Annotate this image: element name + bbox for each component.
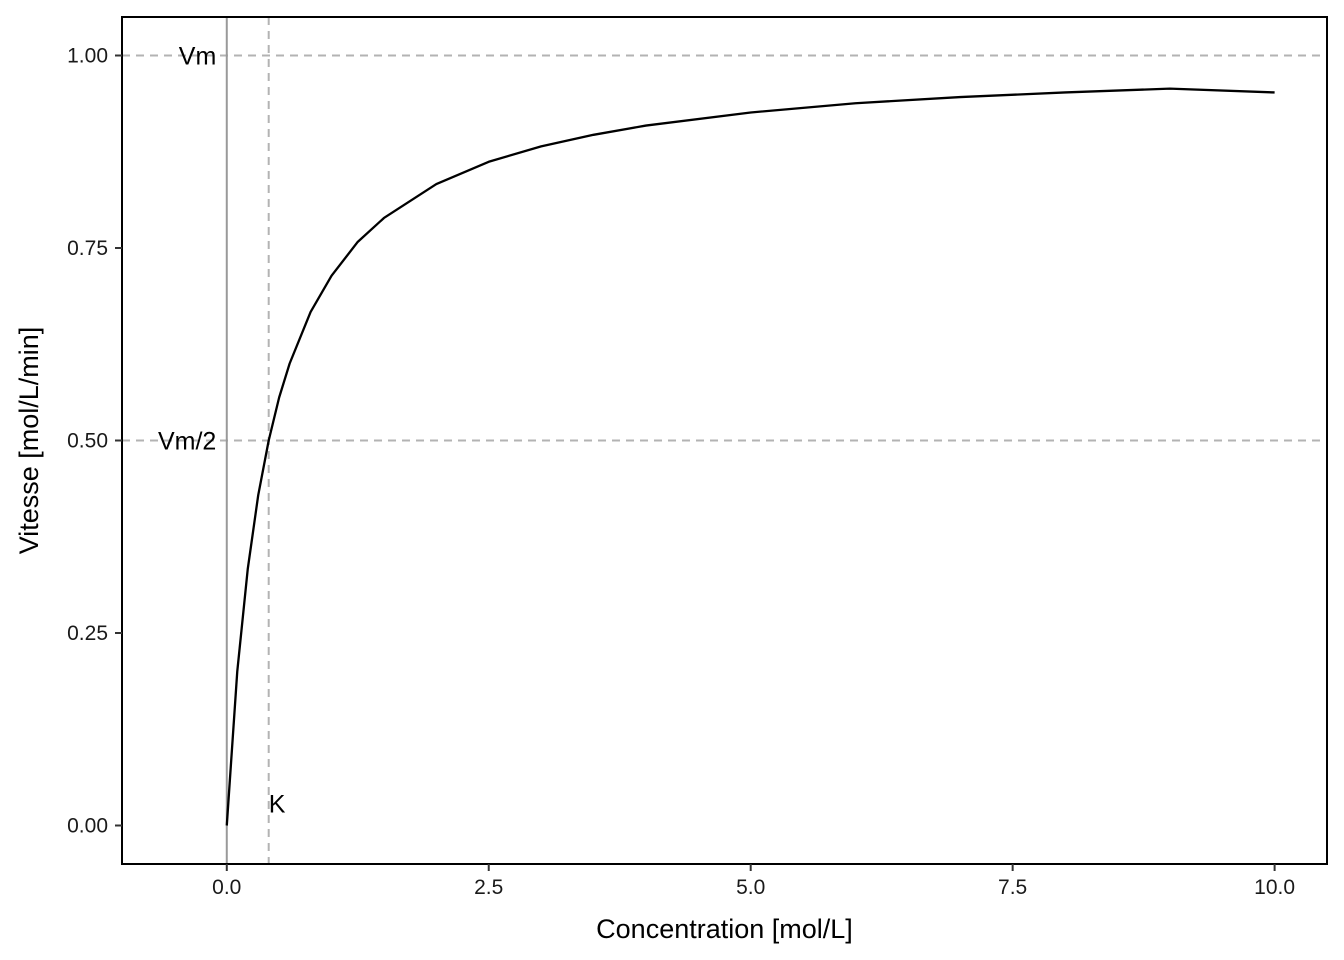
reference-label-2: K: [269, 791, 286, 819]
y-tick-label: 0.50: [67, 430, 108, 453]
reference-label-0: Vm: [179, 43, 217, 71]
series-line-0: [225, 87, 1275, 826]
y-tick-label: 0.75: [67, 237, 108, 260]
x-tick-label: 7.5: [998, 876, 1027, 899]
x-axis-title: Concentration [mol/L]: [596, 914, 853, 944]
series-layer: [225, 87, 1275, 826]
reference-label-1: Vm/2: [158, 428, 216, 456]
y-tick-label: 0.00: [67, 815, 108, 838]
axes: 0.0 2.5 5.0 7.5 10.0 0.00 0.25 0.50 0.75 1.00: [67, 45, 1295, 900]
y-tick-label: 0.25: [67, 622, 108, 645]
x-tick-label: 0.0: [212, 876, 241, 899]
x-tick-label: 5.0: [736, 876, 765, 899]
y-tick-label: 1.00: [67, 45, 108, 68]
annotations: Vm Vm/2 K: [158, 43, 286, 819]
x-tick-label: 2.5: [474, 876, 503, 899]
x-tick-label: 10.0: [1254, 876, 1295, 899]
y-axis-title: Vitesse [mol/L/min]: [14, 327, 44, 555]
